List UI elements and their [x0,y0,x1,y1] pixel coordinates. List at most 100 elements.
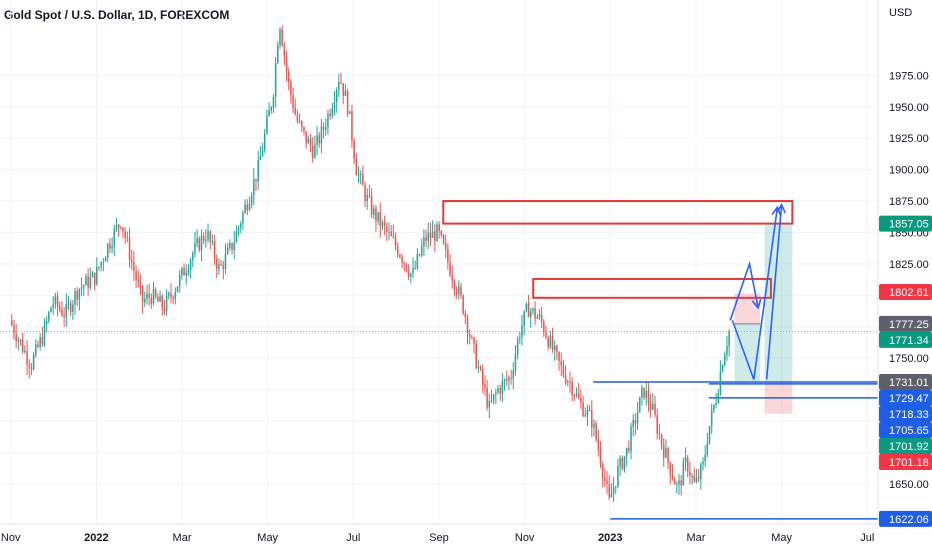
candle-body [126,237,129,239]
price-tag-bg [879,331,932,348]
x-tick-label: Jul [346,532,360,544]
candle-body [636,412,639,424]
candle-body [239,223,242,228]
candle-body [682,462,685,486]
price-tag-bg [879,405,932,422]
candle-body [314,144,316,158]
candle-body [431,231,434,238]
price-tag-bg [879,373,932,390]
candle-body [274,63,277,98]
candle-body [220,264,222,266]
candle-body [669,462,672,476]
candle-body [536,317,539,319]
price-tag-label: 1857.05 [889,219,929,231]
candle-body [226,247,229,254]
candle-body [192,253,194,261]
candle-body [591,410,593,428]
candle-body [477,367,480,369]
candle-body [586,409,589,416]
candle-body [691,475,693,477]
candle-body [327,113,329,128]
candle-body [146,293,148,299]
candle-body [168,293,170,296]
candle-body [259,156,262,161]
candle-body [106,243,109,258]
candle-body [573,395,576,397]
candle-body [656,414,658,434]
candle-body [543,321,545,333]
candle-body [545,332,547,338]
candle-body [392,236,395,238]
candle-body [130,260,133,262]
candle-body [113,228,116,246]
candle-body [372,208,375,215]
x-tick-label: Jul [860,532,874,544]
candle-body [560,360,563,366]
candle-body [676,484,678,486]
price-tag-label: 1701.92 [889,441,929,453]
price-tag-label: 1802.61 [889,287,929,299]
candle-body [717,392,720,403]
candle-body [296,114,299,122]
candle-body [497,388,499,393]
candle-body [567,381,569,383]
candle-body [285,56,288,72]
candle-body [418,254,421,256]
candle-body [693,475,696,482]
candle-body [69,303,72,313]
candle-body [150,297,153,304]
candle-body [229,243,231,248]
candle-body [272,97,275,108]
candle-body [329,113,331,117]
candle-body [218,264,220,269]
candle-body [654,403,656,415]
price-tag: 1731.01 [879,373,932,390]
candle-body [87,276,89,288]
candle-body [359,173,362,175]
supply-zones [442,200,794,299]
candle-body [412,268,414,274]
candle-body [381,221,384,227]
candle-body [331,108,334,117]
supply-zone [442,200,794,225]
y-tick-label: 1750.00 [889,353,929,365]
candle-body [82,285,85,288]
candle-body [28,364,31,368]
candle-body [615,486,617,488]
candle-body [96,266,98,285]
candle-body [65,303,68,318]
candle-body [706,442,709,455]
price-tag-bg [879,453,932,470]
candle-body [521,325,523,338]
candle-body [671,475,674,480]
y-tick-label: 1825.00 [889,259,929,271]
candle-body [318,135,320,144]
candle-body [279,29,281,46]
candle-body [662,444,665,458]
candle-body [512,370,515,379]
candle-body [59,306,61,310]
candle-body [377,212,379,222]
candle-body [407,270,410,277]
candle-body [144,298,146,303]
candle-body [305,131,307,144]
candle-body [492,394,495,401]
candle-body [444,243,447,250]
candle-body [85,276,87,286]
candle-body [187,270,190,273]
candle-body [532,308,534,312]
candle-body [102,261,105,263]
candle-body [128,237,131,261]
candle-body [268,110,270,117]
candle-body [486,387,488,408]
candle-body [80,287,83,290]
candle-body [72,304,74,313]
candle-body [420,246,423,256]
y-tick-label: 1650.00 [889,479,929,491]
candle-body [63,315,65,318]
candle-body [549,335,552,348]
candle-body [508,377,510,381]
candle-body [298,121,301,123]
candle-body [45,320,48,324]
